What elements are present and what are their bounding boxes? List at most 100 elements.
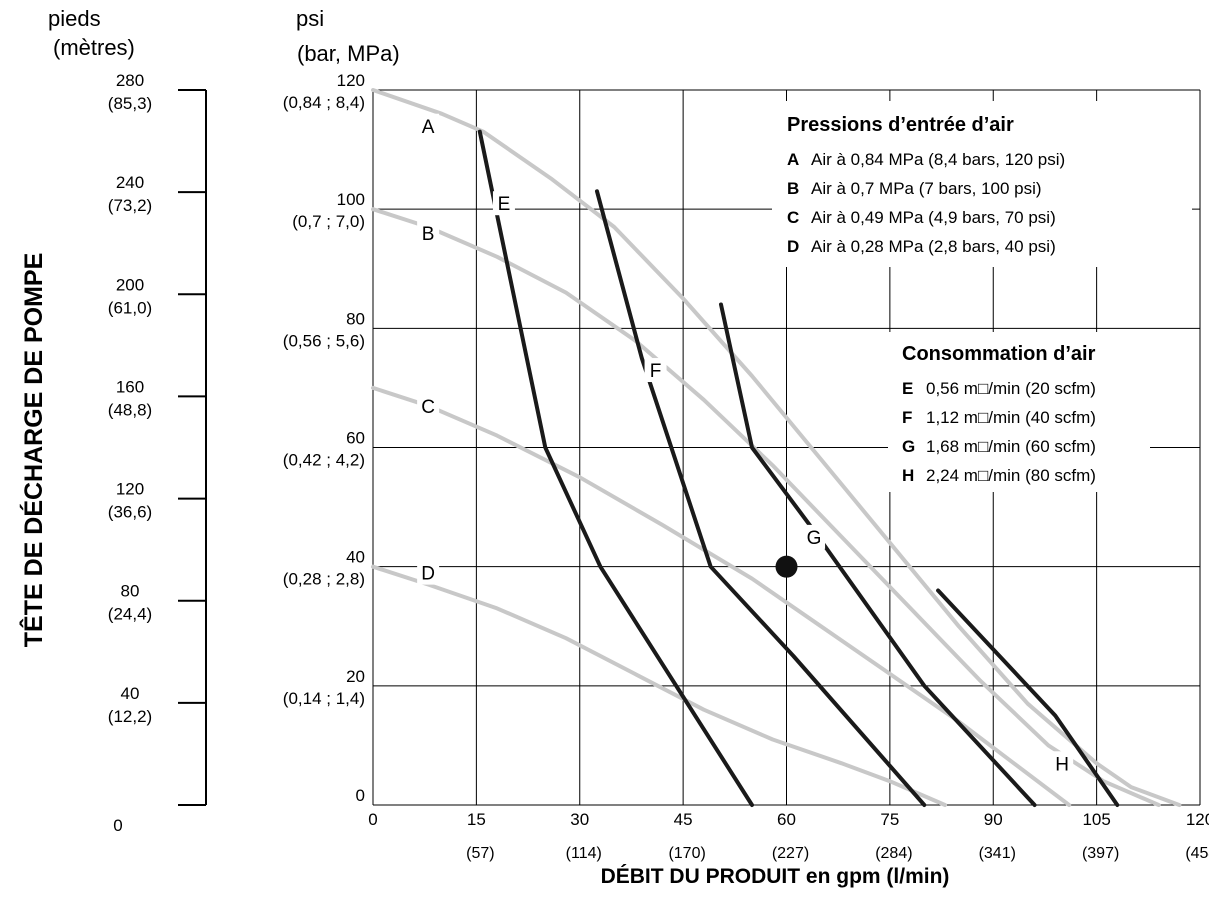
series-h-label: H — [1055, 754, 1069, 775]
head-tick-sublabel: (48,8) — [108, 400, 152, 419]
x-tick-sublabel: (341) — [979, 845, 1016, 862]
y-tick-label: 100 — [337, 190, 365, 209]
head-tick-label: 160 — [116, 377, 144, 396]
series-h-line — [936, 588, 1120, 807]
series-a-line — [371, 88, 1182, 807]
x-tick-label: 0 — [368, 810, 377, 829]
series-f-line — [595, 189, 927, 807]
head-tick-label: 280 — [116, 71, 144, 90]
x-tick-label: 105 — [1082, 810, 1110, 829]
head-tick-label: 240 — [116, 173, 144, 192]
x-tick-label: 30 — [570, 810, 589, 829]
series-label-bg — [492, 191, 515, 216]
x-tick-label: 120 — [1186, 810, 1209, 829]
x-tick-label: 90 — [984, 810, 1003, 829]
legend-air-key: G — [902, 437, 915, 456]
x-tick-sublabel: (114) — [566, 845, 602, 862]
series-c-line — [371, 385, 1072, 807]
head-tick-sublabel: (61,0) — [108, 298, 152, 317]
y-tick-label: 0 — [356, 786, 365, 805]
y-tick-label: 60 — [346, 429, 365, 448]
legend-pressure-title: Pressions d’entrée d’air — [787, 114, 1014, 136]
x-tick-sublabel: (170) — [668, 845, 705, 862]
y-tick-sublabel: (0,7 ; 7,0) — [292, 212, 365, 231]
series-label-bg — [417, 221, 440, 245]
head-axis-unit-bottom: (mètres) — [53, 35, 135, 60]
legend-air-key: E — [902, 379, 913, 398]
y-tick-label: 120 — [337, 71, 365, 90]
legend-air-text: 1,12 m□/min (40 scfm) — [926, 408, 1096, 427]
head-tick-sublabel: (73,2) — [108, 196, 152, 215]
legend-air-text: 2,24 m□/min (80 scfm) — [926, 466, 1096, 485]
x-axis-title: DÉBIT DU PRODUIT en gpm (l/min) — [601, 865, 950, 888]
legend-pressure-key: C — [787, 208, 799, 227]
series-e-line — [477, 129, 754, 807]
legend-pressure-key: A — [787, 150, 799, 169]
y-axis: psi (bar, MPa) 0 20 (0,14 ; 1,4) 40 (0,28 ; … — [283, 6, 400, 805]
legend-pressure-text: Air à 0,28 MPa (2,8 bars, 40 psi) — [811, 237, 1056, 256]
legend-air-key: F — [902, 408, 912, 427]
legend-pressure-key: D — [787, 237, 799, 256]
legend-air-box — [888, 332, 1150, 492]
head-tick-label: 200 — [116, 275, 144, 294]
legend-pressure-text: Air à 0,7 MPa (7 bars, 100 psi) — [811, 179, 1042, 198]
y-axis-unit-top: psi — [296, 6, 324, 31]
x-tick-label: 45 — [674, 810, 693, 829]
series-b-label: B — [422, 224, 435, 245]
head-tick-label: 0 — [113, 816, 122, 835]
y-tick-sublabel: (0,56 ; 5,6) — [283, 331, 365, 350]
head-tick-sublabel: (36,6) — [108, 503, 152, 522]
series-d-label: D — [421, 564, 435, 585]
series-label-bg — [417, 113, 440, 138]
series-g-label: G — [807, 528, 822, 549]
y-tick-label: 40 — [346, 548, 365, 567]
legend-pressure-box — [772, 101, 1192, 267]
y-axis-title: TÊTE DE DÉCHARGE DE POMPE — [18, 253, 48, 648]
x-tick-label: 60 — [777, 810, 796, 829]
x-tick-sublabel: (57) — [466, 845, 494, 862]
x-tick-label: 75 — [880, 810, 899, 829]
head-tick-sublabel: (12,2) — [108, 707, 152, 726]
head-axis-unit-top: pieds — [48, 6, 101, 31]
legend-pressure-key: B — [787, 179, 799, 198]
legend-air-text: 0,56 m□/min (20 scfm) — [926, 379, 1096, 398]
x-tick-sublabel: (227) — [772, 845, 809, 862]
series-e-label: E — [498, 194, 511, 215]
legend-air-title: Consommation d’air — [902, 343, 1096, 365]
legend-background — [772, 101, 1192, 492]
y-tick-sublabel: (0,42 ; 4,2) — [283, 451, 365, 470]
series-a-label: A — [422, 117, 435, 138]
legend-air-text: 1,68 m□/min (60 scfm) — [926, 437, 1096, 456]
x-tick-label: 15 — [467, 810, 486, 829]
legend-pressure-text: Air à 0,49 MPa (4,9 bars, 70 psi) — [811, 208, 1056, 227]
series-label-bg — [644, 358, 667, 383]
head-tick-sublabel: (85,3) — [108, 94, 152, 113]
legend-air-key: H — [902, 466, 914, 485]
x-tick-sublabel: (454) — [1185, 845, 1209, 862]
series-label-bg — [417, 560, 440, 585]
series-c-label: C — [421, 397, 435, 418]
legend-pressure-text: Air à 0,84 MPa (8,4 bars, 120 psi) — [811, 150, 1065, 169]
y-axis-unit-bottom: (bar, MPa) — [297, 41, 400, 66]
head-tick-label: 80 — [121, 582, 140, 601]
y-tick-sublabel: (0,84 ; 8,4) — [283, 93, 365, 112]
series-d-line — [371, 564, 947, 807]
operating-point-marker — [775, 555, 798, 578]
series-f-label: F — [650, 361, 662, 382]
y-tick-label: 80 — [346, 309, 365, 328]
head-tick-label: 120 — [116, 480, 144, 499]
series-label-bg — [417, 393, 440, 418]
x-axis: 0 15 (57) 30 (114) 45 (170) 60 (227) 75 (284) 90 (34… — [368, 810, 1209, 862]
legend: Pressions d’entrée d’air Consommation d’… — [787, 114, 1096, 485]
series-label-bg — [1051, 751, 1074, 776]
x-tick-sublabel: (397) — [1082, 845, 1119, 862]
y-tick-sublabel: (0,14 ; 1,4) — [283, 689, 365, 708]
y-tick-sublabel: (0,28 ; 2,8) — [283, 570, 365, 589]
head-axis: pieds (mètres) 280 (85,3) 240 (73,2) 200 (61,… — [48, 6, 207, 835]
series-b-line — [371, 207, 1161, 807]
x-tick-sublabel: (284) — [875, 845, 912, 862]
y-tick-label: 20 — [346, 667, 365, 686]
series-label-bg — [803, 524, 826, 549]
